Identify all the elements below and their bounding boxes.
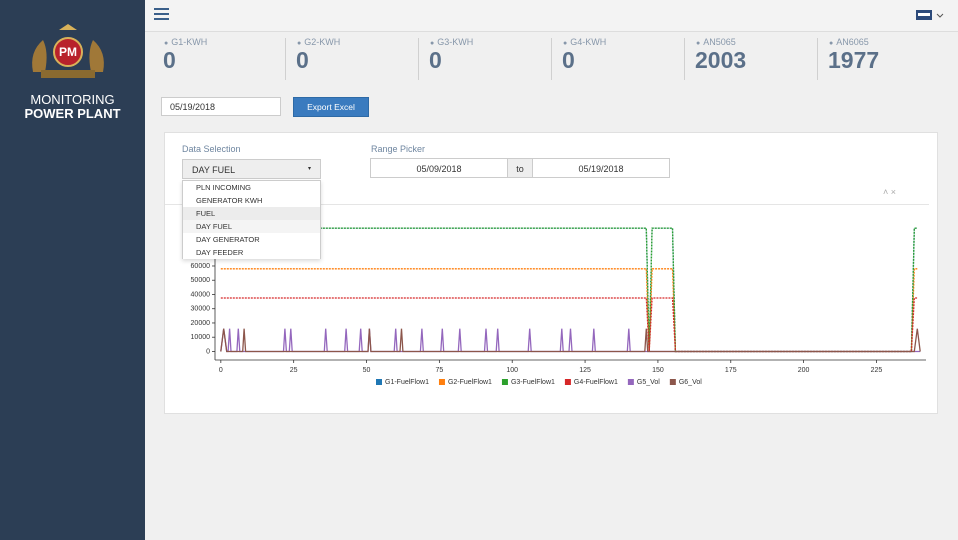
stat-label: AN5065 [703, 37, 736, 47]
dropdown-option[interactable]: GENERATOR KWH [183, 194, 320, 207]
user-icon: ● [563, 40, 568, 47]
field-label: Data Selection [182, 144, 241, 154]
range-text: 05/09/2018 [416, 164, 462, 174]
panel: ˄ × [164, 132, 938, 414]
x-tick-label: 75 [435, 367, 443, 374]
y-tick-label: 30000 [191, 306, 211, 313]
stat-label: AN6065 [836, 37, 869, 47]
range-end[interactable]: 05/19/2018 [532, 158, 670, 178]
stat-label-row: ● AN5065 [696, 37, 736, 47]
stat-label: G1-KWH [171, 37, 208, 47]
divider [165, 204, 929, 205]
legend-label: G3-FuelFlow1 [511, 379, 555, 386]
series-line [220, 328, 921, 353]
top-bar [145, 0, 958, 32]
stat-label: G3-KWH [437, 37, 474, 47]
select[interactable]: DAY FUEL ▾ [182, 159, 321, 179]
stat-label-row: ● G4-KWH [563, 37, 606, 47]
x-tick-label: 25 [290, 367, 298, 374]
separator [418, 38, 419, 80]
dropdown-option[interactable]: DAY FEEDER [183, 246, 320, 259]
menu-toggle[interactable] [154, 8, 170, 21]
user-menu[interactable] [915, 8, 945, 22]
user-icon: ● [696, 40, 701, 47]
stat-label-row: ● AN6065 [829, 37, 869, 47]
legend-label: G1-FuelFlow1 [385, 379, 429, 386]
y-tick-label: 10000 [191, 334, 211, 341]
y-tick-label: 40000 [191, 291, 211, 298]
stat-label-row: ● G2-KWH [297, 37, 340, 47]
user-icon: ● [430, 40, 435, 47]
y-tick-label: 0 [206, 348, 210, 355]
logo: PM [32, 24, 104, 78]
separator [551, 38, 552, 80]
stat-label: G2-KWH [304, 37, 341, 47]
x-tick-label: 100 [506, 367, 518, 374]
legend-label: G5_Vol [637, 379, 660, 386]
brand-line: POWER PLANT [24, 106, 121, 121]
legend-swatch [501, 379, 508, 385]
stat-label-row: ● G1-KWH [164, 37, 207, 47]
x-tick-label: 200 [798, 367, 810, 374]
stat-value: 0 [296, 47, 309, 73]
separator [817, 38, 818, 80]
button-label: Export Excel [307, 102, 355, 112]
stat-label: G4-KWH [570, 37, 607, 47]
y-tick-label: 20000 [191, 320, 211, 327]
series-line [220, 227, 918, 353]
separator [684, 38, 685, 80]
brand-line: MONITORING [30, 92, 115, 107]
x-tick-label: 125 [579, 367, 591, 374]
legend-swatch [627, 379, 634, 385]
dropdown-menu: PLN INCOMING GENERATOR KWH FUEL DAY FUEL DAY… [182, 180, 321, 259]
legend-swatch [669, 379, 676, 385]
stat-value: 0 [562, 47, 575, 73]
svg-text:PM: PM [59, 45, 77, 59]
y-tick-label: 60000 [191, 263, 211, 270]
legend-label: G4-FuelFlow1 [574, 379, 618, 386]
x-tick-label: 150 [652, 367, 664, 374]
separator [285, 38, 286, 80]
legend-label: G6_Vol [679, 379, 702, 386]
sidebar: PM MONITORING POWER PLANT [0, 0, 145, 540]
dropdown-option[interactable]: PLN INCOMING [183, 181, 320, 194]
legend-label: G2-FuelFlow1 [448, 379, 492, 386]
stat-label-row: ● G3-KWH [430, 37, 473, 47]
date-input[interactable]: 05/19/2018 [161, 97, 281, 116]
panel-tools[interactable]: ˄ × [883, 187, 897, 197]
user-icon: ● [297, 40, 302, 47]
range-start[interactable]: 05/09/2018 [370, 158, 508, 178]
select-text: DAY FUEL [192, 165, 236, 175]
dropdown-option[interactable]: DAY GENERATOR [183, 233, 320, 246]
legend-swatch [376, 379, 382, 385]
field-label: Range Picker [371, 144, 426, 154]
stat-value: 0 [429, 47, 442, 73]
x-tick-label: 225 [871, 367, 883, 374]
stat-value: 0 [163, 47, 176, 73]
stat-value: 1977 [828, 47, 880, 73]
range-text: to [516, 164, 524, 174]
export-button[interactable]: Export Excel [293, 97, 369, 117]
series-line [220, 297, 918, 353]
date-text: 05/19/2018 [170, 102, 216, 112]
user-icon: ● [829, 40, 834, 47]
x-tick-label: 175 [725, 367, 737, 374]
y-tick-label: 50000 [191, 277, 211, 284]
range-text: 05/19/2018 [578, 164, 624, 174]
dropdown-option[interactable]: DAY FUEL [183, 220, 320, 233]
x-tick-label: 0 [219, 367, 223, 374]
stat-value: 2003 [695, 47, 747, 73]
user-icon: ● [164, 40, 169, 47]
legend-swatch [438, 379, 445, 385]
dropdown-option[interactable]: FUEL [183, 207, 320, 220]
series-line [220, 328, 921, 353]
legend-swatch [564, 379, 571, 385]
x-tick-label: 50 [363, 367, 371, 374]
